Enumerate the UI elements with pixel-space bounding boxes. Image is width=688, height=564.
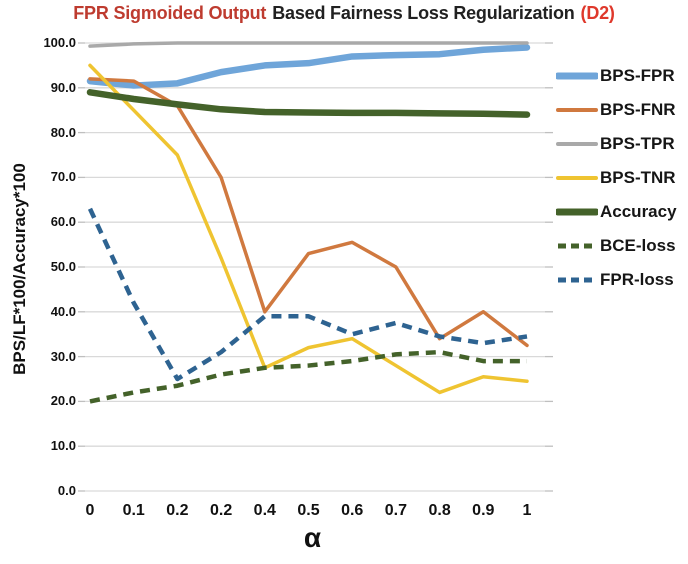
legend-label: BCE-loss — [600, 236, 676, 255]
y-tick-label: 0.0 — [57, 483, 76, 498]
legend-item-bps-tnr: BPS-TNR — [556, 168, 677, 188]
legend-swatch-bps-tpr — [556, 142, 598, 146]
series-line-bps-fpr — [86, 44, 531, 89]
x-tick-label: 0.2 — [166, 502, 189, 519]
y-tick-label: 20.0 — [50, 393, 76, 409]
legend-item-bps-fnr: BPS-FNR — [556, 100, 677, 120]
x-tick-label: 1 — [522, 502, 532, 519]
x-tick-label: 0.1 — [122, 502, 145, 519]
series-line-bps-fnr — [88, 77, 529, 348]
chart-title: FPR Sigmoided Output Based Fairness Loss … — [0, 3, 688, 24]
x-tick-label: 0.7 — [384, 502, 408, 519]
chart-title-dataset-tag: (D2) — [580, 3, 615, 23]
x-tick-label: 0.5 — [297, 502, 320, 519]
series-line-accuracy — [86, 89, 531, 118]
y-tick-label: 90.0 — [50, 79, 76, 95]
legend-swatch-bce-loss — [558, 243, 596, 249]
legend-label: BPS-TPR — [600, 134, 675, 153]
series-line-bps-tpr — [88, 41, 529, 48]
y-tick-label: 60.0 — [50, 214, 76, 230]
legend-label: Accuracy — [600, 202, 677, 221]
x-axis-title: α — [303, 522, 322, 553]
x-tick-label: 0.8 — [428, 502, 451, 519]
y-tick-label: 30.0 — [50, 348, 76, 364]
chart-title-red-segment: FPR Sigmoided Output — [73, 3, 267, 23]
x-tick-label: 0.9 — [472, 502, 495, 519]
legend-label: BPS-FNR — [600, 100, 676, 119]
y-tick-label: 40.0 — [50, 303, 76, 319]
y-tick-label: 80.0 — [50, 124, 76, 140]
legend-label: BPS-FPR — [600, 66, 675, 85]
legend-label: FPR-loss — [600, 270, 674, 289]
y-tick-label: 100.0 — [43, 35, 76, 50]
x-tick-label: 0.2 — [209, 502, 233, 519]
y-tick-label: 50.0 — [50, 259, 76, 274]
x-tick-label: 0.6 — [341, 502, 364, 519]
chart-legend: BPS-FPR BPS-FNR BPS-TPR BPS-TNR Accuracy BCE-… — [556, 66, 677, 290]
series-line-fpr-loss — [87, 207, 528, 382]
legend-swatch-bps-tnr — [556, 176, 598, 180]
y-tick-label: 70.0 — [50, 169, 76, 185]
legend-item-bps-fpr: BPS-FPR — [556, 66, 677, 86]
legend-swatch-bps-fnr — [556, 108, 598, 112]
series-line-bce-loss — [89, 349, 527, 404]
legend-label: BPS-TNR — [600, 168, 676, 187]
legend-item-accuracy: Accuracy — [556, 202, 677, 222]
legend-item-bce-loss: BCE-loss — [556, 236, 677, 256]
legend-swatch-accuracy — [556, 208, 598, 216]
legend-item-bps-tpr: BPS-TPR — [556, 134, 677, 154]
legend-item-fpr-loss: FPR-loss — [556, 270, 677, 290]
legend-swatch-fpr-loss — [558, 277, 596, 283]
series-line-bps-tnr — [88, 63, 529, 395]
legend-swatch-bps-fpr — [556, 72, 598, 80]
y-tick-label: 10.0 — [50, 438, 76, 454]
x-tick-label: 0.4 — [253, 502, 276, 519]
x-tick-label: 0 — [85, 502, 95, 519]
chart-title-black-segment: Based Fairness Loss Regularization — [272, 3, 575, 23]
